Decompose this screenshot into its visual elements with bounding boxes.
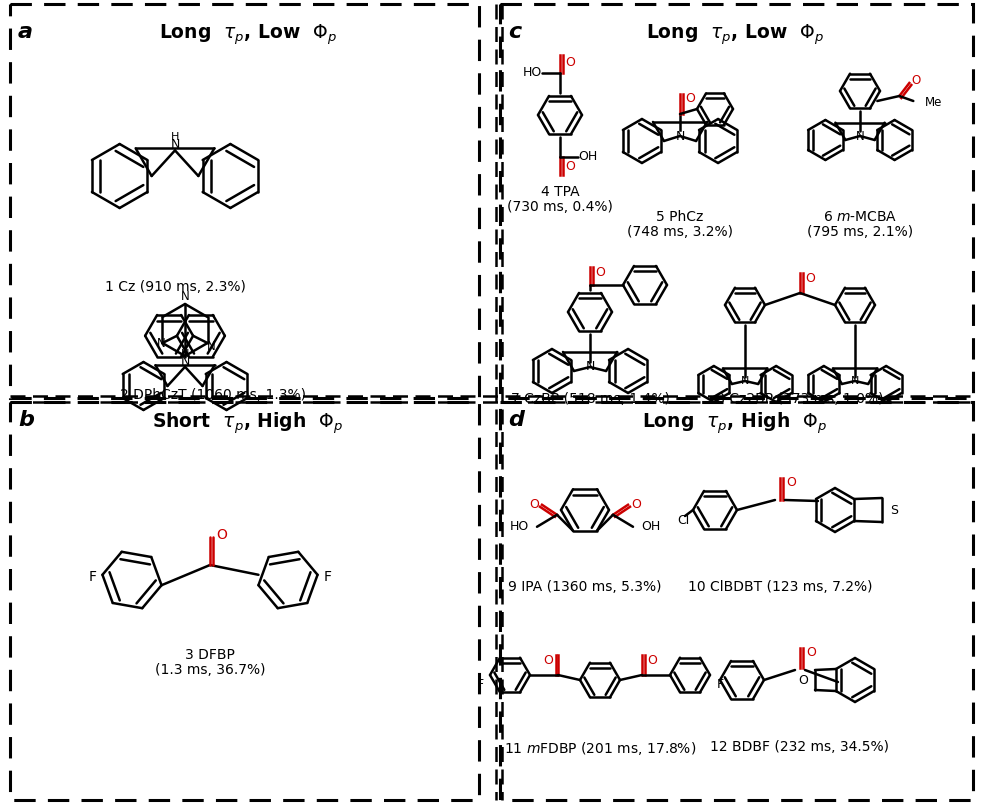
Text: (730 ms, 0.4%): (730 ms, 0.4%) [507,200,613,214]
Text: 10 ClBDBT (123 ms, 7.2%): 10 ClBDBT (123 ms, 7.2%) [688,580,872,594]
Text: N: N [157,337,166,350]
Text: N: N [855,130,864,143]
Text: 9 IPA (1360 ms, 5.3%): 9 IPA (1360 ms, 5.3%) [508,580,662,594]
Text: (748 ms, 3.2%): (748 ms, 3.2%) [627,225,733,239]
Text: O: O [631,498,641,511]
Text: b: b [18,410,34,430]
Text: OH: OH [642,521,660,534]
Text: Long  $\tau_p$, Low  $\Phi_p$: Long $\tau_p$, Low $\Phi_p$ [645,22,824,47]
Text: 7 CzBP (518 ms, 1.4%): 7 CzBP (518 ms, 1.4%) [510,392,669,406]
Text: 11 $m$FDBP (201 ms, 17.8%): 11 $m$FDBP (201 ms, 17.8%) [504,740,697,757]
Text: Long  $\tau_p$, Low  $\Phi_p$: Long $\tau_p$, Low $\Phi_p$ [159,22,337,47]
Text: 8 Cz2BP (373 ms, 1.0%): 8 Cz2BP (373 ms, 1.0%) [716,392,884,406]
Text: F: F [324,570,332,584]
Text: N: N [851,376,859,386]
Text: HO: HO [509,521,529,534]
Text: F: F [716,679,724,692]
Text: 6 $m$-MCBA: 6 $m$-MCBA [823,210,898,224]
Text: N: N [171,139,180,152]
Text: N: N [741,376,749,386]
Text: Long  $\tau_p$, High  $\Phi_p$: Long $\tau_p$, High $\Phi_p$ [643,410,828,435]
Text: O: O [647,654,657,667]
Text: O: O [805,272,815,285]
Text: N: N [675,130,685,143]
Text: Cl: Cl [677,513,689,526]
Text: (795 ms, 2.1%): (795 ms, 2.1%) [807,225,913,239]
Text: O: O [565,160,575,173]
Bar [500,402,973,800]
Text: O: O [217,528,228,542]
Text: c: c [508,22,521,42]
Text: O: O [565,56,575,69]
Text: H: H [181,349,189,359]
Text: 1 Cz (910 ms, 2.3%): 1 Cz (910 ms, 2.3%) [105,280,245,294]
Text: HO: HO [522,67,542,80]
Bar [500,4,973,398]
Text: Me: Me [925,97,943,110]
Text: O: O [786,476,796,489]
Text: O: O [799,674,808,687]
Text: N: N [207,339,216,352]
Text: d: d [508,410,524,430]
Text: N: N [181,289,189,302]
Text: 3 DFBP: 3 DFBP [185,648,234,662]
Text: 12 BDBF (232 ms, 34.5%): 12 BDBF (232 ms, 34.5%) [710,740,890,754]
Text: O: O [543,654,553,667]
Text: 5 PhCz: 5 PhCz [656,210,703,224]
Bar [10,4,479,398]
Bar [10,402,479,800]
Text: a: a [18,22,33,42]
Text: O: O [911,73,921,86]
Text: Short  $\tau_p$, High  $\Phi_p$: Short $\tau_p$, High $\Phi_p$ [152,410,343,435]
Text: S: S [890,504,898,517]
Text: H: H [171,132,180,143]
Text: F: F [88,570,96,584]
Text: N: N [586,360,594,373]
Text: 4 TPA: 4 TPA [541,185,580,199]
Text: (1.3 ms, 36.7%): (1.3 ms, 36.7%) [155,663,265,677]
Text: O: O [529,498,539,511]
Text: 2 DPhCzT (1060 ms, 1.3%): 2 DPhCzT (1060 ms, 1.3%) [120,388,306,402]
Text: N: N [181,355,189,368]
Text: F: F [477,679,484,692]
Text: O: O [685,93,695,106]
Text: O: O [806,646,816,659]
Text: O: O [595,265,605,279]
Text: OH: OH [579,151,597,164]
